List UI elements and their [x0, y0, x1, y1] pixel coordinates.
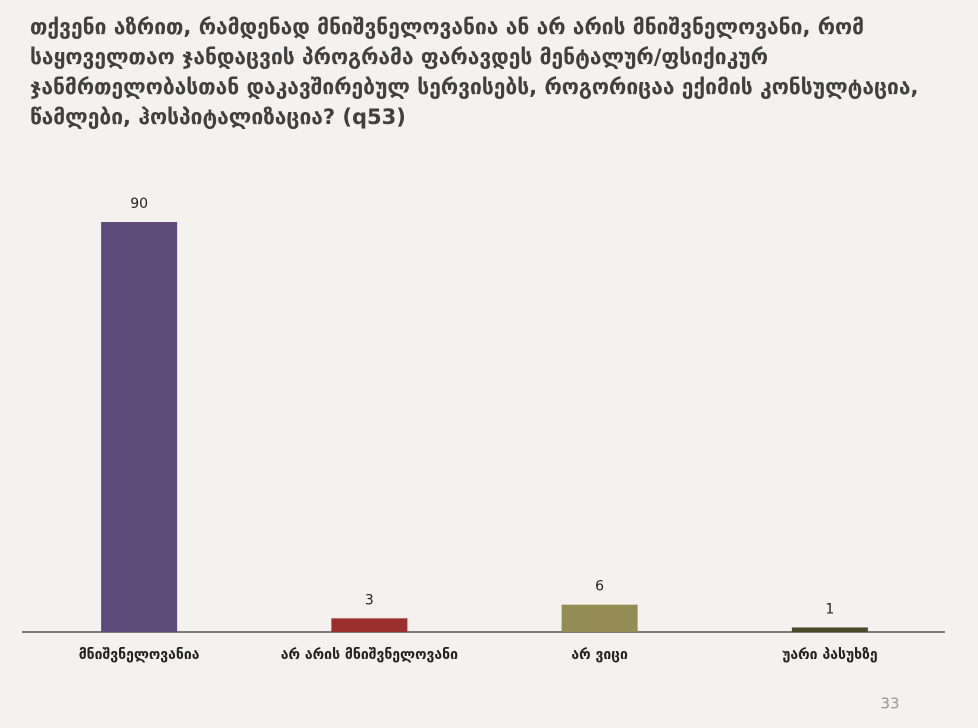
bar	[101, 222, 178, 632]
data-label: 90	[130, 196, 148, 212]
data-label: 3	[365, 592, 374, 608]
x-tick-label: მნიშვნელოვანია	[79, 647, 200, 663]
x-tick-label: არ არის მნიშვნელოვანი	[281, 647, 458, 663]
x-tick-label: უარი პასუხზე	[782, 647, 878, 663]
page-number: 33	[880, 695, 899, 713]
bar	[331, 618, 408, 632]
bar	[561, 604, 638, 632]
x-tick-label: არ ვიცი	[571, 647, 628, 663]
data-label: 6	[595, 579, 604, 595]
data-label: 1	[825, 601, 834, 617]
chart-title: თქვენი აზრით, რამდენად მნიშვნელოვანია ან…	[30, 15, 919, 129]
bar	[791, 627, 868, 632]
